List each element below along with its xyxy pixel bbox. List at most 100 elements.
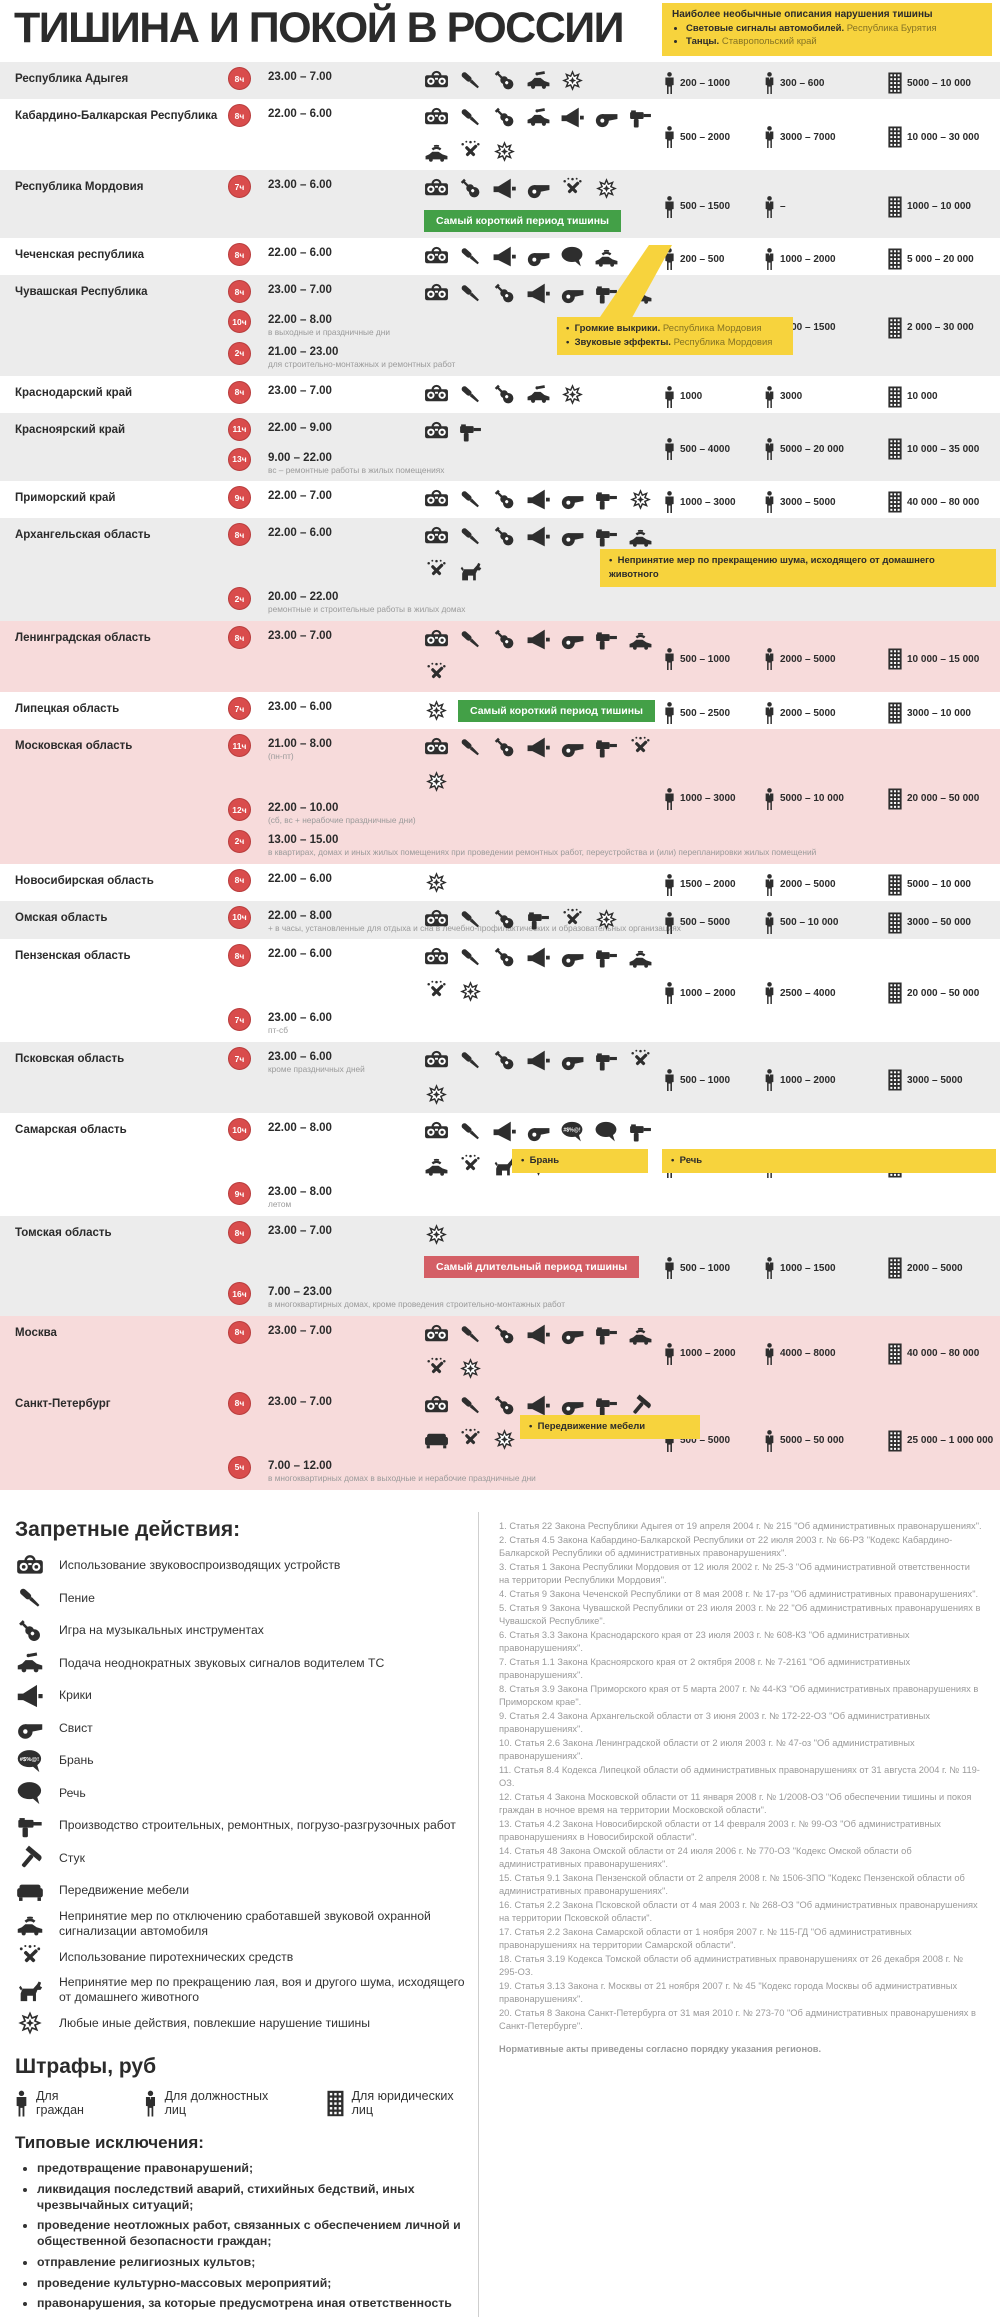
drill-icon xyxy=(628,105,653,130)
fines-cell: 1500 – 2000 2000 – 5000 5000 – 10 000 xyxy=(664,868,1000,898)
guitar-icon xyxy=(492,1048,517,1073)
quiet-period: 10ч 22.00 – 8.00 в выходные и праздничны… xyxy=(228,309,664,338)
quiet-period: 8ч 23.00 – 7.00 xyxy=(228,1320,664,1381)
region-row: Архангельская область 8ч 22.00 – 6.00 2ч… xyxy=(0,518,1000,622)
fines-legend-label: Для юридических лиц xyxy=(351,2089,454,2118)
region-row: Омская область 10ч 22.00 – 8.00 + в часы… xyxy=(0,900,1000,940)
legend-column: Запретные действия: Использование звуков… xyxy=(0,1512,478,2317)
quiet-period: 7ч 23.00 – 6.00 Самый короткий период ти… xyxy=(228,696,664,723)
legend-label: Крики xyxy=(59,1688,92,1703)
region-row: Липецкая область 7ч 23.00 – 6.00 Самый к… xyxy=(0,692,1000,730)
fines-cell: 500 – 4000 5000 – 20 000 10 000 – 35 000 xyxy=(664,417,1000,479)
region-periods: 11ч 22.00 – 9.00 13ч 9.00 – 22.00 вс – р… xyxy=(228,417,664,479)
mic-icon xyxy=(458,68,483,93)
fireworks-icon xyxy=(628,1048,653,1073)
legal-icon xyxy=(888,72,902,94)
citizen-icon xyxy=(664,1257,675,1279)
fine-legal: 3000 – 10 000 xyxy=(888,700,994,726)
whistle-icon xyxy=(526,244,551,269)
whistle-icon xyxy=(594,105,619,130)
hours-badge: 8ч xyxy=(228,523,251,547)
period-time: 22.00 – 6.00 xyxy=(268,108,332,120)
hours-badge: 8ч xyxy=(228,104,251,127)
fine-citizen: 500 – 1000 xyxy=(664,629,764,689)
boombox-icon xyxy=(424,105,449,130)
region-periods: 8ч 22.00 – 6.00 xyxy=(228,868,664,898)
fine-official: 5000 – 20 000 xyxy=(764,421,888,479)
hours-badge: 8ч xyxy=(228,868,251,892)
footnote: 19. Статья 3.13 Закона г. Москвы от 21 н… xyxy=(499,1981,958,2005)
hours-badge: 12ч xyxy=(228,798,251,822)
caralarm-icon xyxy=(424,1153,449,1178)
quiet-period: 2ч 21.00 – 23.00 для строительно-монтажн… xyxy=(228,341,664,370)
violation-icons xyxy=(424,103,664,164)
violation-icons xyxy=(424,868,664,895)
hours-badge: 8ч xyxy=(228,380,251,404)
footnote: 9. Статья 2.4 Закона Архангельской облас… xyxy=(499,1710,931,1734)
fines-legend-label: Для граждан xyxy=(35,2089,84,2118)
citizen-icon xyxy=(664,982,675,1004)
fines-cell: 1000 – 3000 3000 – 5000 40 000 – 80 000 xyxy=(664,485,1000,515)
period-time: 23.00 – 6.00 xyxy=(268,701,332,714)
hours-badge: 5ч xyxy=(228,1455,251,1479)
hours-badge: 8ч xyxy=(228,626,251,650)
hours-badge: 2ч xyxy=(228,829,251,853)
drill-icon xyxy=(594,627,619,652)
region-name: Пензенская область xyxy=(15,950,131,963)
fireworks-icon xyxy=(15,1943,45,1971)
region-name: Московская область xyxy=(15,740,133,753)
region-periods: 8ч 23.00 – 7.00 xyxy=(228,66,664,96)
region-row: Кабардино-Балкарская Республика 8ч 22.00… xyxy=(0,99,1000,170)
fine-citizen: 500 – 5000 xyxy=(664,1395,764,1487)
fireworks-icon xyxy=(628,735,653,760)
period-time: 23.00 – 7.00 xyxy=(268,284,332,296)
fireworks-icon xyxy=(458,1427,483,1452)
legal-icon xyxy=(888,912,902,934)
official-icon xyxy=(764,702,775,724)
footnote: 18. Статья 3.19 Кодекса Томской области … xyxy=(499,1954,964,1978)
guitar-icon xyxy=(492,735,517,760)
legal-icon xyxy=(888,248,902,270)
violation-icons: Самый длительный период тишины xyxy=(424,1220,664,1279)
footnote: 3. Статья 1 Закона Республики Мордовия о… xyxy=(499,1561,970,1585)
drill-icon xyxy=(15,1812,45,1840)
legend-label: Производство строительных, ремонтных, по… xyxy=(59,1818,456,1833)
legend-label: Передвижение мебели xyxy=(59,1883,190,1898)
violation-icons xyxy=(424,485,664,512)
hours-badge: 8ч xyxy=(228,944,251,968)
callout-item: • Громкие выкрики. Республика Мордовия xyxy=(566,323,762,334)
mic-icon xyxy=(458,735,483,760)
quiet-period: 8ч 22.00 – 6.00 xyxy=(228,868,664,895)
hours-badge: 9ч xyxy=(228,486,251,510)
hours-badge: 11ч xyxy=(228,734,251,758)
fines-legend-item: Для должностных лиц xyxy=(144,2089,293,2117)
region-row: Ленинградская область 8ч 23.00 – 7.00 50… xyxy=(0,621,1000,693)
dog-noise-callout: • Непринятие мер по прекращению шума, ис… xyxy=(600,549,996,587)
fines-cell: 1000 – 3000 5000 – 10 000 20 000 – 50 00… xyxy=(664,733,1000,861)
fine-official: 2000 – 5000 xyxy=(764,700,888,726)
megaphone-icon xyxy=(560,105,585,130)
legend-item: Использование пиротехнических средств xyxy=(15,1943,478,1971)
regions-table: Республика Адыгея 8ч 23.00 – 7.00 200 – … xyxy=(0,62,1000,1490)
region-name: Краснодарский край xyxy=(15,386,133,399)
legend-item: Игра на музыкальных инструментах xyxy=(15,1617,478,1645)
footnote: 4. Статья 9 Закона Чеченской Республики … xyxy=(499,1588,979,1599)
fireworks-icon xyxy=(424,1356,449,1381)
megaphone-icon xyxy=(15,1682,45,1710)
fines-cell: 500 – 1000 1000 – 2000 3000 – 5000 xyxy=(664,1046,1000,1110)
boombox-icon xyxy=(424,524,449,549)
star-icon xyxy=(424,769,449,794)
quiet-period: 12ч 22.00 – 10.00 (сб, вс + нерабочие пр… xyxy=(228,797,664,826)
footnote: 16. Статья 2.2 Закона Псковской области … xyxy=(499,1900,978,1924)
legal-icon xyxy=(888,438,902,460)
region-row: Чеченская республика 8ч 22.00 – 6.00 200… xyxy=(0,238,1000,275)
hours-badge: 8ч xyxy=(228,243,251,266)
boombox-icon xyxy=(424,176,449,201)
hours-badge: 8ч xyxy=(228,67,251,90)
fines-cell: 1000 – 2000 2500 – 4000 20 000 – 50 000 xyxy=(664,943,1000,1039)
legend-label: Свист xyxy=(59,1720,93,1735)
period-time: 23.00 – 7.00 xyxy=(268,630,332,643)
megaphone-icon xyxy=(526,735,551,760)
fireworks-icon xyxy=(424,558,449,583)
caralarm-icon xyxy=(628,524,653,549)
